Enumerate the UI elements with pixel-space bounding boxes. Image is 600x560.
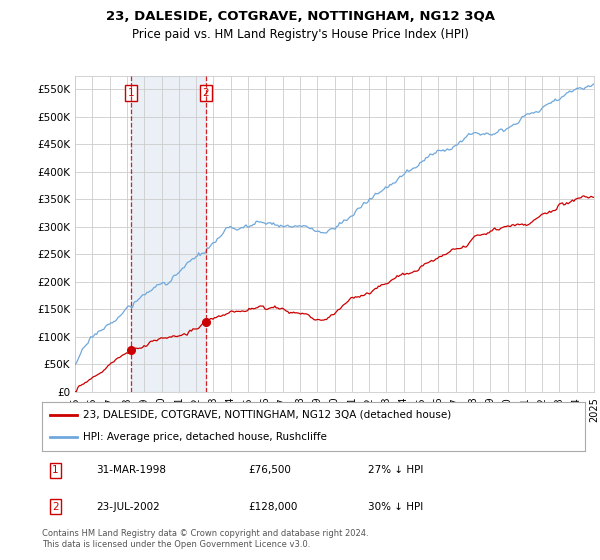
Text: £76,500: £76,500 [248, 465, 291, 475]
Text: 23, DALESIDE, COTGRAVE, NOTTINGHAM, NG12 3QA: 23, DALESIDE, COTGRAVE, NOTTINGHAM, NG12… [106, 10, 494, 23]
Text: 31-MAR-1998: 31-MAR-1998 [97, 465, 166, 475]
Text: Contains HM Land Registry data © Crown copyright and database right 2024.
This d: Contains HM Land Registry data © Crown c… [42, 529, 368, 549]
Text: 2: 2 [52, 502, 59, 512]
Text: 23-JUL-2002: 23-JUL-2002 [97, 502, 160, 512]
Text: £128,000: £128,000 [248, 502, 298, 512]
Text: 23, DALESIDE, COTGRAVE, NOTTINGHAM, NG12 3QA (detached house): 23, DALESIDE, COTGRAVE, NOTTINGHAM, NG12… [83, 410, 451, 420]
Text: 1: 1 [128, 88, 134, 98]
Text: 27% ↓ HPI: 27% ↓ HPI [368, 465, 423, 475]
Bar [131, 76, 206, 392]
Text: HPI: Average price, detached house, Rushcliffe: HPI: Average price, detached house, Rush… [83, 432, 326, 442]
Text: Price paid vs. HM Land Registry's House Price Index (HPI): Price paid vs. HM Land Registry's House … [131, 28, 469, 41]
Text: 30% ↓ HPI: 30% ↓ HPI [368, 502, 423, 512]
Text: 1: 1 [52, 465, 59, 475]
Text: 2: 2 [202, 88, 209, 98]
